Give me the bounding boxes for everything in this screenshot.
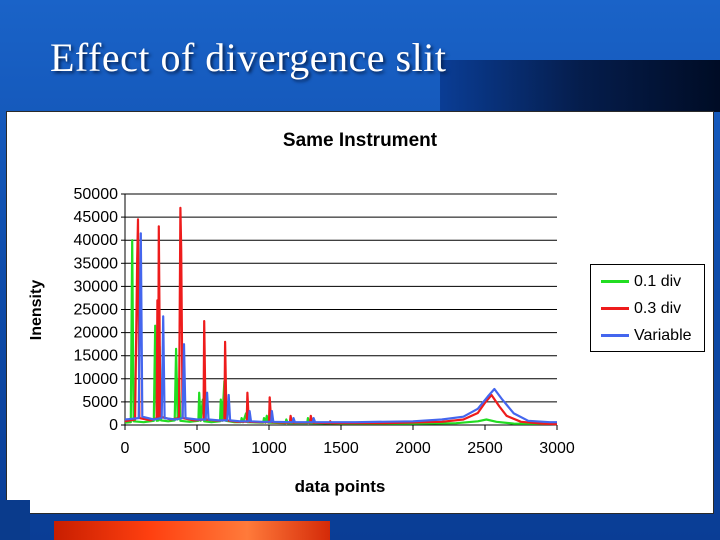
- chart-title: Same Instrument: [283, 130, 438, 151]
- data-point-peak: [136, 257, 138, 260]
- y-tick-label: 35000: [74, 255, 119, 272]
- legend-label: 0.1 div: [634, 273, 682, 290]
- data-point-peak: [490, 394, 493, 396]
- legend-item-variable: Variable: [599, 325, 704, 349]
- data-point-peak: [485, 418, 488, 421]
- data-point-peak: [220, 398, 222, 401]
- data-point-peak: [292, 417, 295, 419]
- y-tick-label: 5000: [82, 394, 118, 411]
- y-tick-label: 25000: [74, 302, 119, 319]
- data-point-peak: [206, 391, 208, 394]
- data-point-peak: [307, 417, 309, 419]
- data-point-peak: [162, 315, 164, 318]
- decorative-corner-block: [0, 500, 30, 540]
- chart-svg: Same Instrument 050001000015000200002500…: [28, 130, 575, 496]
- data-point-peak: [183, 343, 185, 345]
- legend-label: 0.3 div: [634, 300, 682, 317]
- x-tick-label: 0: [121, 440, 130, 457]
- tick-labels: 0500010000150002000025000300003500040000…: [74, 186, 575, 457]
- data-point-peak: [289, 415, 292, 417]
- legend-swatch-blue: [601, 334, 629, 337]
- legend-item-0.1-div: 0.1 div: [599, 271, 704, 295]
- data-point-peak: [285, 418, 288, 421]
- x-tick-label: 3000: [539, 440, 575, 457]
- y-tick-label: 0: [109, 417, 118, 434]
- y-tick-label: 20000: [74, 325, 119, 342]
- data-point-peak: [248, 410, 251, 412]
- data-point-peak: [140, 232, 142, 235]
- x-tick-label: 2500: [467, 440, 503, 457]
- data-point-peak: [268, 396, 271, 399]
- data-point-peak: [203, 320, 205, 322]
- data-point-peak: [175, 348, 177, 350]
- data-point-peak: [263, 417, 265, 419]
- y-tick-label: 50000: [74, 186, 119, 203]
- y-tick-label: 30000: [74, 278, 119, 295]
- data-point-peak: [312, 417, 315, 419]
- decorative-orange-bar: [54, 521, 330, 540]
- legend-swatch-green: [601, 280, 629, 283]
- data-point-peak: [156, 299, 159, 302]
- data-point-peak: [154, 324, 156, 327]
- data-point-peak: [179, 207, 182, 209]
- x-tick-label: 1500: [323, 440, 359, 457]
- gridlines: [125, 193, 557, 403]
- data-point-peak: [493, 388, 496, 390]
- y-tick-label: 45000: [74, 209, 119, 226]
- x-tick-label: 2000: [395, 440, 431, 457]
- x-tick-label: 500: [184, 440, 211, 457]
- x-tick-label: 1000: [251, 440, 287, 457]
- series-line-variable: [124, 232, 557, 424]
- data-point-peak: [246, 391, 249, 394]
- legend-item-0.3-div: 0.3 div: [599, 298, 704, 322]
- data-point-peak: [131, 239, 133, 241]
- slide-title: Effect of divergence slit: [50, 35, 447, 80]
- data-point-peak: [158, 225, 160, 228]
- chart-legend: 0.1 div 0.3 div Variable: [590, 264, 705, 352]
- title-accent-bar: [440, 60, 720, 112]
- legend-swatch-red: [601, 307, 629, 310]
- axes: [121, 193, 558, 430]
- data-point-peak: [180, 248, 182, 251]
- y-axis-label: Inensity: [28, 280, 45, 341]
- x-axis-label: data points: [295, 477, 386, 496]
- data-point-peak: [271, 410, 273, 412]
- data-point-peak: [266, 415, 268, 417]
- data-point-peak: [310, 415, 312, 417]
- data-point-peak: [198, 391, 200, 394]
- y-tick-label: 10000: [74, 371, 119, 388]
- data-point-peak: [240, 417, 243, 419]
- data-point-peak: [227, 394, 230, 396]
- legend-label: Variable: [634, 327, 692, 344]
- y-tick-label: 40000: [74, 232, 119, 249]
- series-lines: [124, 206, 558, 426]
- y-tick-label: 15000: [74, 348, 119, 365]
- data-point-peak: [137, 218, 139, 221]
- data-point-peak: [224, 341, 226, 343]
